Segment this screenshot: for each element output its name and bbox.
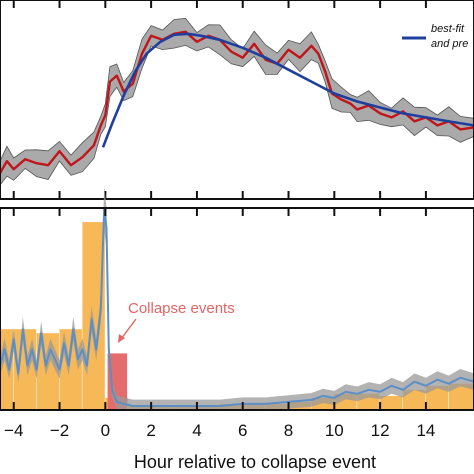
bottom-series-line [0, 207, 474, 407]
top-series-lines [0, 30, 474, 174]
histogram-bar [82, 222, 105, 410]
annotation-arrow-shaft [120, 318, 137, 340]
top-band-area [0, 17, 474, 186]
bottom-panel: −4 −2 0 2 4 6 8 10 12 14 Collapse events [0, 185, 474, 440]
legend-label-line-2: and pre [431, 38, 468, 50]
bottom-confidence-band [0, 185, 474, 410]
x-tick-label: 0 [101, 421, 110, 440]
observed-series-line [0, 30, 474, 174]
legend: best-fit and pre [402, 23, 468, 50]
x-axis-title: Hour relative to collapse event [134, 452, 376, 472]
x-tick-label: −2 [50, 421, 69, 440]
annotation-collapse-events: Collapse events [128, 300, 235, 317]
x-tick-label: 4 [192, 421, 201, 440]
bottom-series-lines [0, 207, 474, 407]
top-panel: best-fit and pre [0, 0, 474, 200]
annotation-arrow-head [118, 334, 125, 343]
x-tick-label: −4 [4, 421, 23, 440]
x-tick-label: 2 [146, 421, 155, 440]
top-panel-frame [0, 0, 474, 200]
bottom-panel-ticks: −4 −2 0 2 4 6 8 10 12 14 [4, 208, 435, 440]
x-tick-label: 14 [416, 421, 435, 440]
histogram-bar [425, 385, 449, 410]
x-tick-label: 6 [238, 421, 247, 440]
x-tick-label: 10 [325, 421, 344, 440]
histogram-bar [403, 389, 426, 410]
x-tick-label: 8 [284, 421, 293, 440]
histogram-bar [0, 329, 14, 410]
top-confidence-band [0, 17, 474, 186]
x-tick-label: 12 [371, 421, 390, 440]
bottom-band-area [0, 185, 474, 410]
bottom-panel-frame [0, 207, 474, 411]
legend-label-line-1: best-fit [431, 23, 465, 35]
best-fit-series-line [101, 32, 474, 148]
histogram-bar [380, 395, 403, 410]
